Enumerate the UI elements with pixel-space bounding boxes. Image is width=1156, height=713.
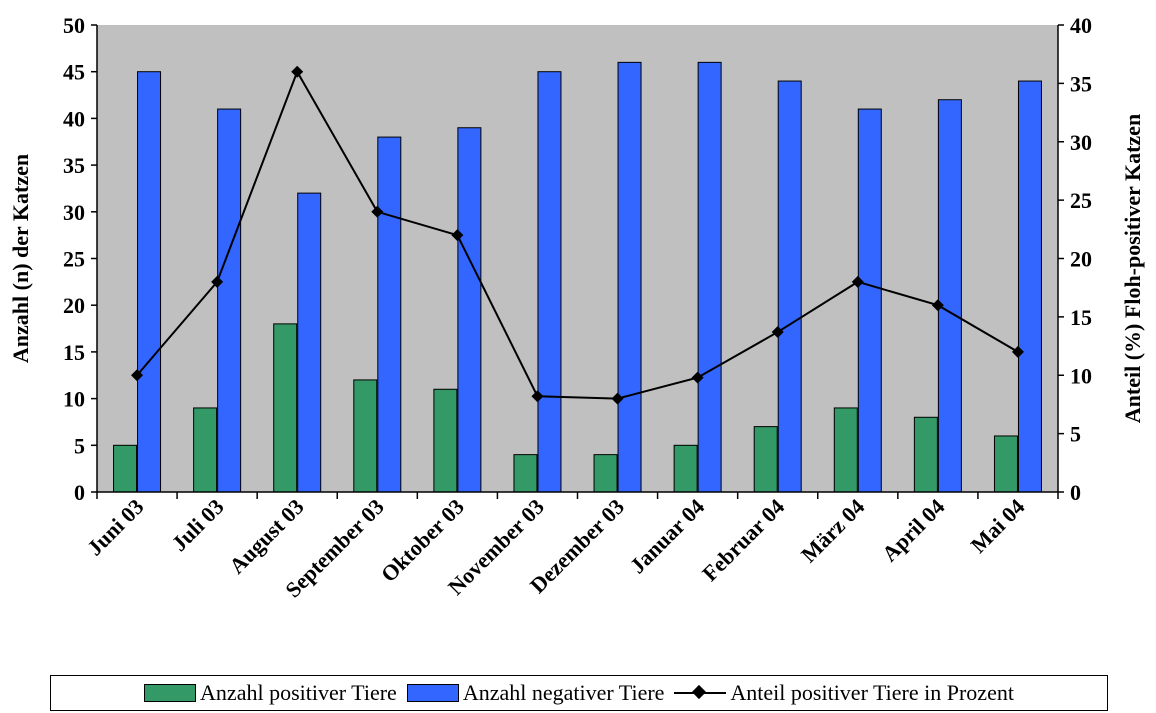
legend-item-positive: Anzahl positiver Tiere (144, 680, 397, 706)
y-axis-title-right: Anteil (%) Floh-positiver Katzen (1120, 114, 1145, 423)
x-tick-label-7: Januar 04 (625, 494, 709, 578)
x-tick-label-2: August 03 (224, 494, 309, 579)
bar-positive-9 (833, 407, 858, 493)
bar-negative-1 (217, 108, 242, 493)
legend-swatch-positive (144, 684, 197, 702)
y-tick-right-0: 0 (1070, 480, 1081, 505)
x-tick-label-0: Juni 03 (82, 494, 149, 561)
y-tick-left-3: 15 (63, 340, 85, 365)
percent-line-group (131, 65, 1024, 405)
y-axis-title-left: Anzahl (n) der Katzen (8, 154, 33, 363)
percent-point-6 (611, 392, 624, 405)
legend-item-percent: Anteil positiver Tiere in Prozent (674, 680, 1014, 706)
bar-positive-4 (433, 388, 458, 493)
bar-negative-10 (937, 99, 962, 493)
y-tick-left-0: 0 (74, 480, 85, 505)
y-tick-left-8: 40 (63, 106, 85, 131)
legend-line-marker-icon (674, 684, 727, 702)
percent-point-9 (851, 275, 864, 288)
bar-negative-8 (777, 80, 802, 493)
percent-point-2 (291, 65, 304, 78)
y-tick-left-6: 30 (63, 200, 85, 225)
y-tick-right-5: 25 (1070, 188, 1092, 213)
bar-positive-11 (993, 435, 1018, 493)
bar-positive-7 (673, 444, 698, 493)
bar-negative-11 (1017, 80, 1042, 493)
y-tick-left-4: 20 (63, 293, 85, 318)
axes-group (91, 24, 1064, 499)
x-tick-label-1: Juli 03 (166, 494, 228, 556)
y-tick-right-7: 35 (1070, 71, 1092, 96)
percent-point-0 (131, 369, 144, 382)
bar-positive-5 (513, 454, 538, 493)
y-tick-left-5: 25 (63, 247, 85, 272)
bar-negative-2 (297, 192, 322, 493)
bar-negative-7 (697, 61, 722, 493)
y-tick-left-2: 10 (63, 387, 85, 412)
bars-group (113, 61, 1042, 493)
legend-label-percent: Anteil positiver Tiere in Prozent (730, 680, 1014, 705)
legend: Anzahl positiver Tiere Anzahl negativer … (50, 675, 1108, 711)
bar-positive-8 (753, 426, 778, 493)
percent-point-7 (691, 371, 704, 384)
y-tick-right-1: 5 (1070, 422, 1081, 447)
bar-negative-9 (857, 108, 882, 493)
x-tick-label-11: Mai 04 (966, 494, 1030, 558)
y-tick-left-10: 50 (63, 13, 85, 38)
plot-area (97, 25, 1058, 492)
percent-point-11 (1011, 345, 1024, 358)
bar-positive-6 (593, 454, 618, 493)
percent-point-4 (451, 229, 464, 242)
percent-point-5 (531, 390, 544, 403)
y-tick-right-4: 20 (1070, 247, 1092, 272)
y-tick-right-3: 15 (1070, 305, 1092, 330)
x-tick-label-8: Februar 04 (697, 494, 789, 586)
y-tick-left-9: 45 (63, 60, 85, 85)
y-tick-right-2: 10 (1070, 363, 1092, 388)
y-tick-right-8: 40 (1070, 13, 1092, 38)
percent-point-10 (931, 299, 944, 312)
legend-swatch-negative (406, 684, 459, 702)
bar-negative-5 (537, 71, 562, 493)
legend-item-negative: Anzahl negativer Tiere (406, 680, 665, 706)
y-tick-left-1: 5 (74, 433, 85, 458)
percent-line (136, 69, 1019, 400)
y-tick-left-7: 35 (63, 153, 85, 178)
y-tick-right-6: 30 (1070, 130, 1092, 155)
bar-negative-6 (617, 61, 642, 493)
bar-positive-2 (273, 323, 298, 493)
legend-label-positive: Anzahl positiver Tiere (200, 680, 397, 705)
percent-point-8 (771, 326, 784, 339)
bar-negative-4 (457, 127, 482, 493)
percent-point-1 (211, 275, 224, 288)
bar-positive-3 (353, 379, 378, 493)
bar-positive-1 (193, 407, 218, 493)
bar-positive-0 (113, 444, 138, 493)
bar-negative-0 (137, 71, 162, 493)
x-tick-label-9: März 04 (796, 494, 869, 567)
x-tick-label-10: April 04 (877, 494, 950, 567)
legend-label-negative: Anzahl negativer Tiere (462, 680, 665, 705)
bar-positive-10 (913, 416, 938, 493)
bar-negative-3 (377, 136, 402, 493)
percent-point-3 (371, 205, 384, 218)
